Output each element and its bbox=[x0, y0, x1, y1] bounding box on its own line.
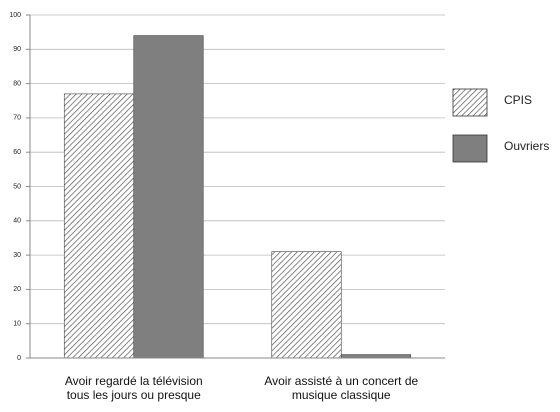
y-tick-label: 40 bbox=[13, 218, 21, 225]
legend-label: CPIS bbox=[504, 93, 532, 107]
y-tick-label: 70 bbox=[13, 115, 21, 122]
y-tick-label: 50 bbox=[13, 183, 21, 190]
y-tick-label: 20 bbox=[13, 286, 21, 293]
legend-swatch bbox=[452, 88, 488, 117]
bar bbox=[133, 35, 204, 359]
bar bbox=[63, 93, 135, 359]
y-tick-label: 0 bbox=[17, 355, 21, 362]
bar bbox=[271, 251, 342, 359]
y-tick-label: 90 bbox=[13, 46, 21, 53]
y-tick-label: 30 bbox=[13, 252, 21, 259]
y-tick-label: 100 bbox=[9, 12, 21, 19]
bar bbox=[340, 354, 412, 359]
y-tick-label: 80 bbox=[13, 80, 21, 87]
legend-label: Ouvriers bbox=[504, 139, 549, 153]
x-tick-label: Avoir regardé la télévision tous les jou… bbox=[64, 374, 203, 402]
legend-swatch bbox=[452, 134, 488, 163]
y-tick-label: 10 bbox=[13, 321, 21, 328]
y-tick-label: 60 bbox=[13, 149, 21, 156]
x-tick-label: Avoir assisté à un concert de musique cl… bbox=[264, 374, 419, 402]
